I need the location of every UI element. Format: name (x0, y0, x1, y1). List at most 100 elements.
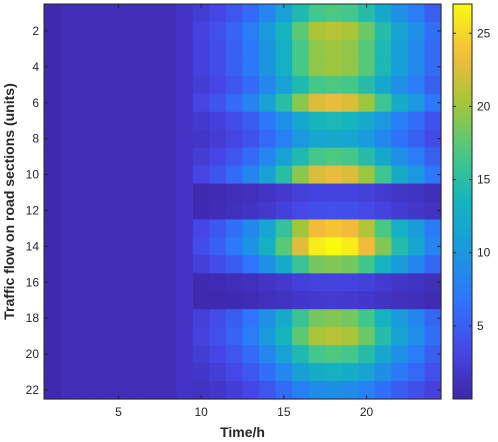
heatmap-cell (407, 291, 426, 310)
heatmap-cell (44, 219, 62, 238)
heatmap-cell (60, 4, 78, 23)
heatmap-cell (424, 219, 442, 238)
heatmap-cell (275, 237, 293, 256)
heatmap-cell (358, 183, 376, 203)
heatmap-cell (176, 129, 194, 149)
heatmap-cell (176, 201, 194, 221)
heatmap-cell (308, 291, 326, 310)
heatmap-cell (143, 57, 161, 77)
heatmap-cell (275, 363, 293, 382)
heatmap-cell (93, 129, 111, 149)
heatmap-cell (308, 363, 326, 382)
heatmap-cell (93, 345, 111, 364)
heatmap-cell (259, 183, 277, 203)
heatmap-cell (275, 21, 293, 41)
heatmap-cell (358, 309, 376, 328)
heatmap-cell (225, 93, 244, 113)
heatmap-cell (242, 201, 260, 221)
heatmap-cell (159, 93, 177, 113)
heatmap-cell (374, 39, 392, 59)
heatmap-cell (341, 255, 359, 274)
heatmap-cell (275, 201, 293, 221)
heatmap-cell (44, 183, 62, 203)
heatmap-cell (159, 345, 177, 364)
heatmap-cell (259, 201, 277, 221)
heatmap-cell (424, 21, 442, 41)
heatmap-cell (325, 93, 343, 113)
heatmap-cell (126, 309, 144, 328)
heatmap-cell (110, 255, 128, 274)
heatmap-cell (143, 345, 161, 364)
heatmap-cell (358, 345, 376, 364)
heatmap-cell (325, 111, 343, 131)
heatmap-cell (209, 309, 227, 328)
heatmap-cell (209, 219, 227, 238)
heatmap-cell (292, 363, 310, 382)
heatmap-cell (358, 219, 376, 238)
colorbar-tick-label: 15 (477, 173, 491, 187)
heatmap-cell (391, 201, 409, 221)
heatmap-cell (192, 57, 211, 77)
heatmap-cell (407, 327, 426, 346)
heatmap-cell (374, 111, 392, 131)
heatmap-cell (192, 111, 211, 131)
heatmap-cell (407, 129, 426, 149)
heatmap-cell (424, 129, 442, 149)
heatmap-cell (225, 345, 244, 364)
heatmap-cell (110, 201, 128, 221)
y-axis-ticks: 2 4 6 8 10 12 14 16 18 20 22 (26, 24, 441, 397)
heatmap-cell (292, 165, 310, 185)
heatmap-cell (77, 345, 95, 364)
heatmap-cell (44, 291, 62, 310)
heatmap-cell (391, 147, 409, 167)
heatmap-cell (77, 327, 95, 346)
heatmap-cell (275, 165, 293, 185)
heatmap-cell (225, 381, 244, 400)
heatmap-cell (259, 363, 277, 382)
heatmap-cell (407, 273, 426, 292)
heatmap-cell (192, 255, 211, 274)
heatmap-cell (424, 345, 442, 364)
heatmap-cell (77, 75, 95, 95)
heatmap-cell (308, 273, 326, 292)
heatmap-cell (308, 381, 326, 400)
heatmap-cell (308, 129, 326, 149)
heatmap-cell (44, 273, 62, 292)
heatmap-cell (77, 147, 95, 167)
heatmap-cell (176, 309, 194, 328)
heatmap-cell (126, 291, 144, 310)
heatmap-cell (126, 39, 144, 59)
heatmap-cell (126, 57, 144, 77)
heatmap-cell (143, 291, 161, 310)
heatmap-cell (60, 345, 78, 364)
heatmap-cell (325, 381, 343, 400)
heatmap-cell (358, 381, 376, 400)
heatmap-cell (259, 4, 277, 23)
heatmap-cell (308, 21, 326, 41)
heatmap-cell (325, 363, 343, 382)
heatmap-cell (374, 327, 392, 346)
heatmap-cell (60, 147, 78, 167)
heatmap-cell (374, 381, 392, 400)
heatmap-cell (225, 75, 244, 95)
heatmap-cell (176, 57, 194, 77)
heatmap-cell (341, 21, 359, 41)
heatmap-cell (292, 345, 310, 364)
heatmap-cell (110, 93, 128, 113)
heatmap-cell (242, 219, 260, 238)
heatmap-cell (143, 21, 161, 41)
heatmap-cell (275, 273, 293, 292)
heatmap-cell (209, 57, 227, 77)
heatmap-cell (358, 201, 376, 221)
heatmap-cell (126, 273, 144, 292)
heatmap-cell (60, 93, 78, 113)
heatmap-cell (391, 183, 409, 203)
heatmap-cell (192, 75, 211, 95)
heatmap-cell (176, 345, 194, 364)
heatmap-cell (60, 21, 78, 41)
heatmap-cell (110, 381, 128, 400)
heatmap-cell (292, 147, 310, 167)
heatmap-cell (60, 129, 78, 149)
heatmap-cell (209, 75, 227, 95)
heatmap-cell (209, 237, 227, 256)
